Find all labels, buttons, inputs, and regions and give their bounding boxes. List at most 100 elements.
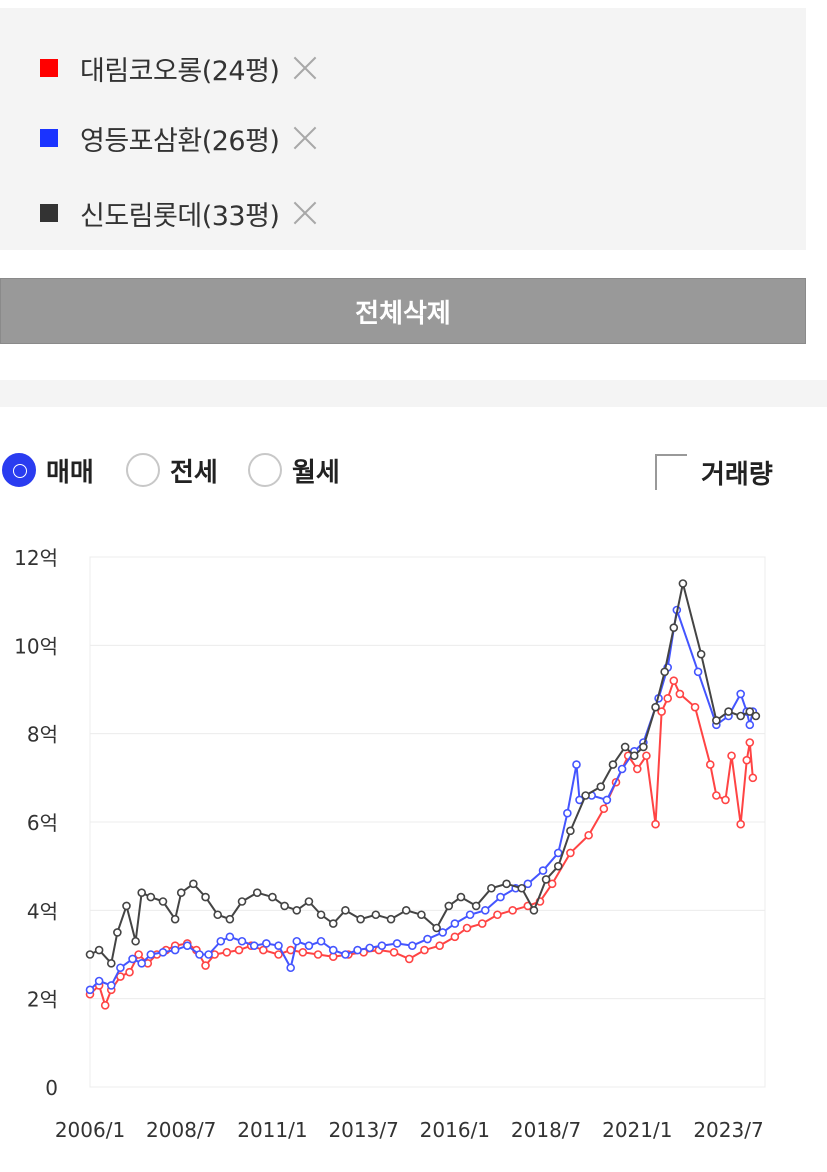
data-point-1: [286, 945, 295, 955]
x-tick-label: 2021/1: [602, 1118, 672, 1142]
data-point-3: [669, 623, 679, 632]
data-point-3: [541, 875, 551, 884]
data-point-1: [651, 819, 660, 829]
x-tick-label: 2008/7: [146, 1118, 216, 1142]
radio-trade-sale[interactable]: 매매: [2, 450, 94, 490]
data-point-3: [268, 892, 277, 902]
data-point-1: [389, 947, 399, 957]
data-point-2: [538, 866, 548, 875]
data-point-2: [341, 950, 350, 959]
radio-trade-jeonse[interactable]: 전세: [126, 450, 218, 490]
data-point-1: [493, 910, 502, 920]
radio-icon[interactable]: [126, 453, 160, 487]
data-point-2: [736, 689, 745, 699]
data-point-3: [444, 901, 454, 911]
x-tick-label: 2018/7: [511, 1118, 581, 1142]
data-point-2: [353, 945, 362, 955]
data-point-2: [146, 950, 156, 959]
data-point-2: [286, 963, 295, 973]
data-point-2: [450, 919, 460, 928]
data-point-1: [736, 819, 745, 829]
data-point-2: [274, 941, 283, 950]
data-point-2: [553, 848, 563, 858]
data-point-3: [356, 914, 365, 924]
data-point-2: [617, 764, 627, 774]
volume-toggle[interactable]: 거래량: [655, 452, 773, 492]
data-point-2: [602, 795, 612, 805]
data-point-3: [566, 826, 575, 836]
data-point-2: [85, 985, 95, 995]
data-point-3: [502, 879, 511, 889]
data-point-2: [563, 808, 572, 818]
close-icon[interactable]: [289, 52, 321, 84]
data-point-2: [496, 892, 505, 902]
legend-swatch-red: [40, 59, 58, 77]
data-point-3: [608, 760, 618, 769]
data-point-2: [137, 959, 146, 968]
radio-label: 월세: [292, 457, 340, 488]
data-point-3: [122, 901, 131, 911]
data-point-2: [377, 941, 387, 950]
compare-list: 대림코오롱(24평) 영등포삼환(26평) 신도림롯데(33평): [0, 8, 806, 250]
data-point-3: [712, 716, 721, 725]
data-point-2: [572, 760, 581, 769]
y-tick-label: 6억: [27, 811, 58, 835]
delete-all-button[interactable]: 전체삭제: [0, 278, 806, 344]
data-point-3: [517, 883, 527, 893]
data-point-3: [280, 901, 289, 911]
data-point-3: [316, 910, 326, 920]
data-point-3: [386, 914, 396, 924]
data-point-2: [328, 945, 338, 955]
close-icon[interactable]: [289, 122, 321, 154]
data-point-3: [432, 923, 441, 933]
compare-item-label: 신도림롯데(33평): [80, 200, 280, 232]
data-point-3: [137, 888, 146, 897]
data-point-3: [146, 892, 156, 902]
data-point-2: [262, 939, 271, 948]
data-point-2: [237, 936, 247, 946]
data-point-3: [94, 945, 104, 955]
data-point-1: [742, 755, 752, 765]
data-point-3: [341, 906, 350, 915]
data-point-1: [748, 773, 758, 783]
radio-trade-monthly[interactable]: 월세: [248, 450, 340, 490]
data-point-1: [462, 923, 472, 933]
data-point-3: [629, 751, 639, 761]
data-point-2: [423, 934, 432, 944]
data-point-1: [234, 945, 244, 955]
y-tick-label: 4억: [27, 899, 58, 923]
data-point-1: [201, 961, 210, 970]
data-point-2: [480, 906, 490, 915]
data-point-3: [106, 959, 116, 968]
data-point-2: [128, 954, 137, 964]
data-point-3: [85, 950, 95, 959]
data-point-3: [201, 892, 210, 902]
data-point-1: [657, 707, 666, 716]
data-point-3: [751, 711, 761, 721]
data-point-1: [404, 954, 414, 964]
close-icon[interactable]: [289, 197, 321, 229]
data-point-2: [170, 945, 180, 955]
x-tick-label: 2013/7: [328, 1118, 398, 1142]
data-point-3: [176, 888, 186, 897]
data-point-3: [696, 649, 706, 659]
data-point-3: [113, 928, 122, 937]
radio-icon[interactable]: [248, 453, 282, 487]
data-point-3: [724, 707, 733, 716]
data-point-3: [596, 782, 606, 791]
data-point-2: [216, 936, 226, 946]
checkbox-icon[interactable]: [655, 454, 687, 490]
data-point-1: [547, 879, 557, 889]
data-point-1: [705, 760, 715, 769]
x-tick-label: 2011/1: [237, 1118, 307, 1142]
data-point-2: [182, 941, 192, 950]
data-point-1: [566, 848, 575, 858]
volume-label: 거래량: [701, 459, 773, 490]
data-point-1: [584, 830, 593, 840]
radio-selected-icon[interactable]: [2, 453, 36, 487]
legend-swatch-blue: [40, 129, 58, 147]
data-point-1: [313, 950, 323, 959]
y-tick-label: 10억: [14, 634, 58, 658]
data-point-2: [225, 932, 235, 942]
data-point-1: [222, 947, 232, 957]
